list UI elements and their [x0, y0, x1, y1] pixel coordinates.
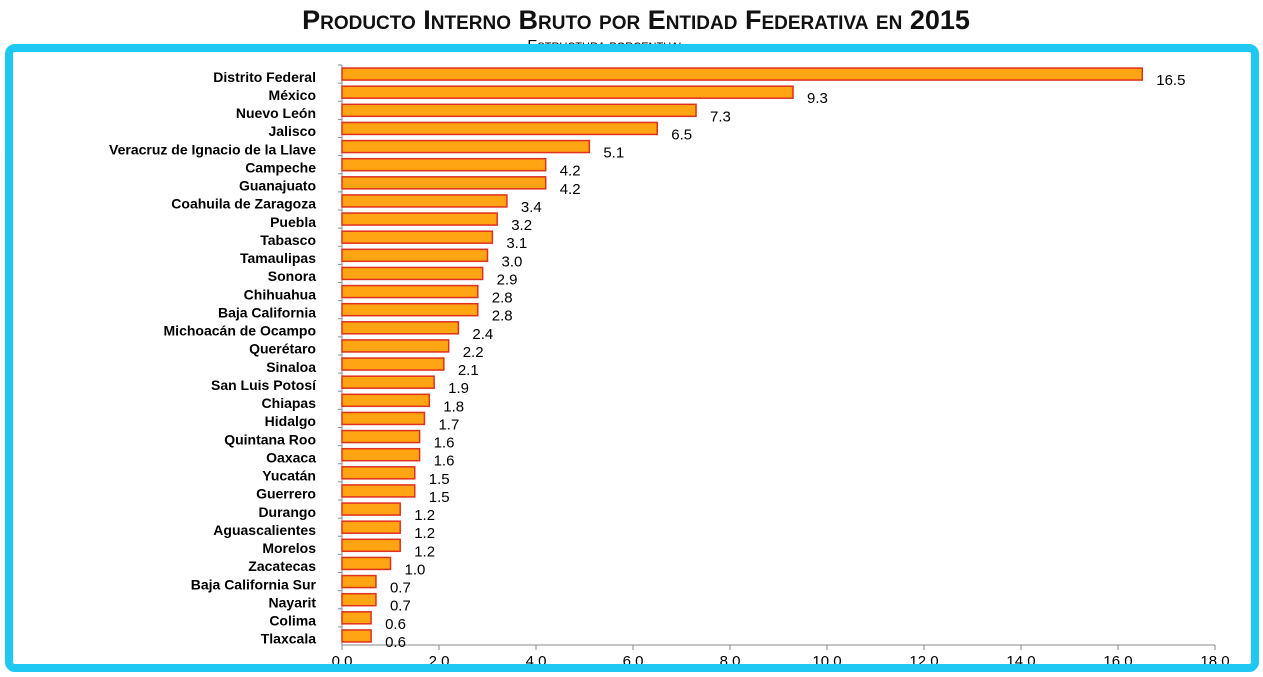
y-tick-label: Campeche	[245, 159, 316, 175]
y-tick-label: Baja California	[218, 304, 316, 320]
y-tick-label: Sinaloa	[266, 359, 316, 375]
bar	[341, 339, 450, 353]
value-label: 2.1	[458, 362, 479, 379]
y-tick-label: Chihuahua	[244, 286, 317, 302]
bar	[341, 466, 416, 480]
value-label: 16.5	[1156, 72, 1185, 89]
value-label: 3.1	[506, 235, 527, 252]
y-tick-label: Baja California Sur	[191, 576, 317, 592]
y-tick-label: Sonora	[268, 268, 316, 284]
y-tick-label: Nuevo León	[236, 105, 316, 121]
y-tick-label: Oaxaca	[266, 449, 316, 465]
y-tick-label: Veracruz de Ignacio de la Llave	[109, 141, 316, 157]
bar	[341, 375, 435, 389]
bar	[341, 429, 421, 444]
y-tick-label: Distrito Federal	[213, 69, 316, 85]
bar	[341, 393, 431, 408]
bar	[341, 629, 372, 643]
bar	[341, 611, 372, 625]
value-label: 4.2	[560, 181, 581, 198]
value-label: 1.2	[414, 525, 435, 542]
y-tick-label: Morelos	[262, 540, 316, 556]
y-tick-label: Chiapas	[262, 395, 317, 411]
y-tick-label: Tabasco	[260, 232, 316, 248]
y-tick-label: Nayarit	[269, 594, 317, 610]
bar	[341, 85, 794, 99]
value-label: 6.5	[671, 126, 692, 143]
value-label: 1.5	[429, 489, 450, 506]
y-tick-label: Jalisco	[269, 123, 316, 139]
bar	[341, 266, 484, 281]
y-tick-label: Zacatecas	[248, 558, 316, 574]
value-label: 1.5	[429, 471, 450, 488]
value-label: 2.2	[463, 344, 484, 361]
value-label: 1.9	[448, 380, 469, 397]
y-tick-label: Colima	[269, 613, 316, 629]
value-label: 5.1	[603, 145, 624, 162]
value-label: 2.4	[472, 326, 493, 343]
value-label: 1.2	[414, 507, 435, 524]
value-label: 2.8	[492, 308, 513, 325]
bar	[341, 194, 508, 208]
bar	[341, 230, 494, 244]
bar	[341, 357, 445, 371]
value-label: 1.8	[443, 398, 464, 415]
y-tick-label: Guerrero	[256, 486, 316, 502]
y-tick-label: Puebla	[270, 214, 316, 230]
bar	[341, 103, 697, 118]
value-label: 4.2	[560, 163, 581, 180]
bar	[341, 502, 401, 516]
value-label: 7.3	[710, 108, 731, 125]
y-tick-label: San Luis Potosí	[211, 377, 317, 393]
y-tick-label: Durango	[258, 504, 316, 520]
bar	[341, 520, 401, 534]
bar	[341, 157, 547, 172]
bar	[341, 447, 421, 462]
bar	[341, 321, 460, 335]
value-label: 3.2	[511, 217, 532, 234]
value-label: 3.4	[521, 199, 542, 216]
value-label: 3.0	[502, 253, 523, 270]
bar	[341, 176, 547, 190]
bar	[341, 411, 426, 426]
y-tick-label: Querétaro	[249, 341, 316, 357]
value-label: 0.7	[390, 598, 411, 615]
y-tick-label: Quintana Roo	[224, 431, 316, 447]
value-label: 1.2	[414, 543, 435, 560]
y-tick-label: Tlaxcala	[261, 631, 316, 647]
bar	[341, 556, 392, 571]
y-tick-label: Guanajuato	[239, 178, 316, 194]
bar	[341, 248, 489, 263]
bar	[341, 121, 658, 136]
bar	[341, 67, 1143, 81]
value-label: 9.3	[807, 90, 828, 107]
y-tick-label: Michoacán de Ocampo	[164, 323, 316, 339]
value-label: 1.6	[434, 453, 455, 470]
bar	[341, 592, 377, 607]
bar	[341, 574, 377, 589]
value-label: 0.7	[390, 580, 411, 597]
bar	[341, 302, 479, 317]
y-tick-label: Coahuila de Zaragoza	[171, 196, 316, 212]
bar	[341, 538, 401, 553]
bar	[341, 139, 591, 154]
bar	[341, 212, 498, 226]
y-tick-label: Yucatán	[262, 468, 316, 484]
y-tick-label: Tamaulipas	[240, 250, 316, 266]
y-tick-label: Hidalgo	[265, 413, 316, 429]
value-label: 1.6	[434, 435, 455, 452]
value-label: 2.9	[497, 271, 518, 288]
y-tick-label: México	[269, 87, 316, 103]
value-label: 0.6	[385, 634, 406, 651]
value-label: 2.8	[492, 290, 513, 307]
bar	[341, 484, 416, 498]
chart-title: Producto Interno Bruto por Entidad Feder…	[302, 5, 970, 35]
value-label: 1.7	[438, 416, 459, 433]
bar	[341, 284, 479, 299]
value-label: 0.6	[385, 616, 406, 633]
frame	[5, 44, 1259, 672]
value-label: 1.0	[405, 561, 426, 578]
y-tick-label: Aguascalientes	[213, 522, 316, 538]
